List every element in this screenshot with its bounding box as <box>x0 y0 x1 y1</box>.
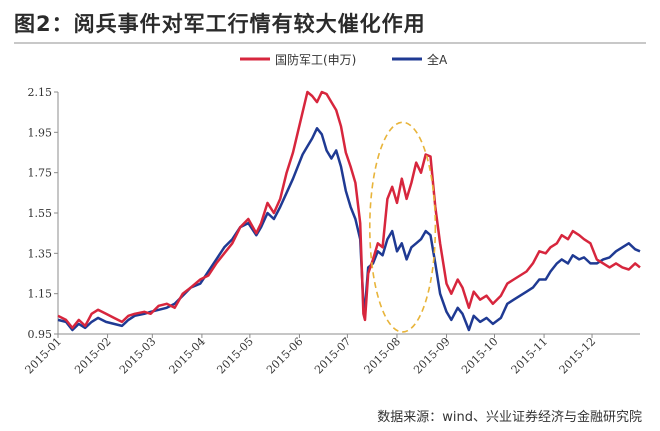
y-tick-label: 1.95 <box>28 126 53 139</box>
legend: 国防军工(申万) 全A <box>240 52 448 67</box>
x-tick-label: 2015-10 <box>459 335 501 377</box>
x-tick-label: 2015-07 <box>312 335 354 377</box>
y-tick-label: 1.35 <box>28 247 53 260</box>
y-ticks: 0.95 1.15 1.35 1.55 1.75 1.95 2.15 <box>28 86 58 341</box>
x-ticks: 2015-01 2015-02 2015-03 2015-04 2015-05 2015-… <box>23 334 599 377</box>
y-tick-label: 1.75 <box>28 167 53 180</box>
series-layer <box>57 90 641 332</box>
legend-label-2: 全A <box>427 52 448 67</box>
line-chart: 0.951.151.351.551.751.952.15 2015-01 2015… <box>23 52 641 377</box>
x-tick-label: 2015-08 <box>362 335 404 377</box>
x-tick-label: 2015-05 <box>214 335 256 377</box>
y-tick-label: 0.95 <box>28 328 53 341</box>
x-tick-label: 2015-06 <box>264 335 306 377</box>
x-tick-label: 2015-04 <box>167 335 209 377</box>
y-tick-label: 1.15 <box>28 288 53 301</box>
y-tick-label: 2.15 <box>28 86 53 99</box>
x-tick-label: 2015-12 <box>557 335 599 377</box>
series-line-1 <box>57 90 641 330</box>
data-source-note: 数据来源：wind、兴业证券经济与金融研究院 <box>377 410 642 425</box>
title-divider <box>14 42 646 44</box>
x-tick-label: 2015-03 <box>117 335 159 377</box>
highlight-ellipse <box>368 121 437 333</box>
x-tick-label: 2015-02 <box>72 335 114 377</box>
x-tick-label: 2015-01 <box>23 335 65 377</box>
x-tick-label: 2015-09 <box>411 335 453 377</box>
x-tick-label: 2015-11 <box>509 335 551 377</box>
annotation-layer <box>368 121 437 333</box>
legend-label-1: 国防军工(申万) <box>275 52 356 67</box>
y-tick-label: 1.55 <box>28 207 53 220</box>
figure-title: 图2：阅兵事件对军工行情有较大催化作用 <box>14 12 426 36</box>
